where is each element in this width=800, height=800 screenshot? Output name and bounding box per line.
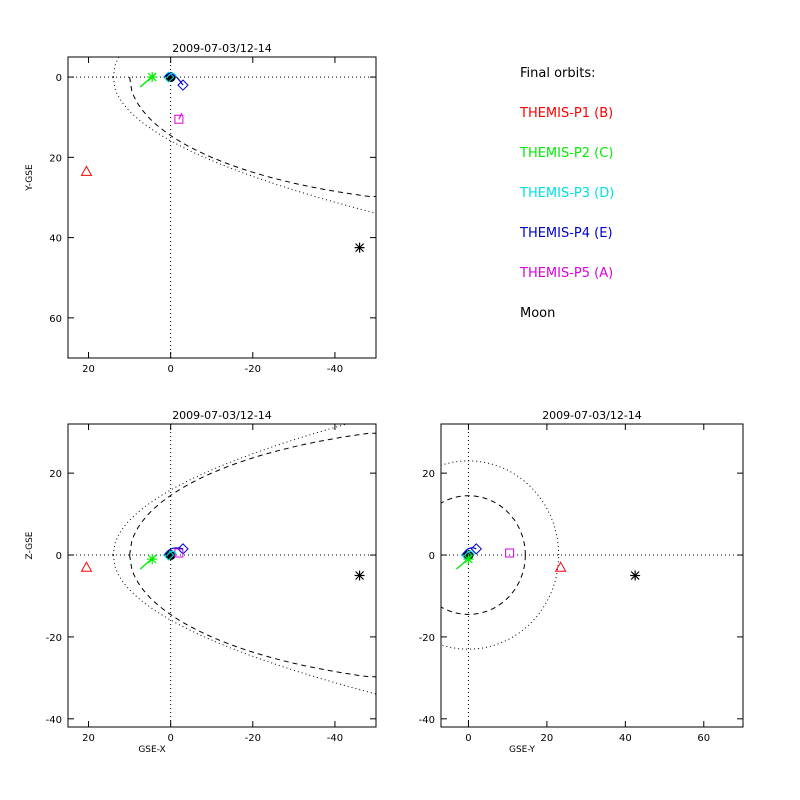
legend-item-moon: Moon xyxy=(520,306,556,321)
marker-themis-p1 xyxy=(554,561,567,572)
marker-moon xyxy=(630,570,641,581)
marker-themis-p1 xyxy=(80,561,93,572)
y-axis-label: Z-GSE xyxy=(25,531,35,559)
asterisk-stroke xyxy=(355,243,364,253)
y-tick-label: -40 xyxy=(46,715,62,726)
marker-themis-p4 xyxy=(177,79,189,91)
panel-xy: 2009-07-03/12-14 20 0 -20 -40 0 20 40 60 Y-GSE xyxy=(25,42,377,375)
panel-yz: 2009-07-03/12-14 0 20 40 60 20 0 -20 -40 GSE-Y xyxy=(419,409,744,755)
orbit-track-p3 xyxy=(166,72,178,79)
x-tick-label: 20 xyxy=(82,364,95,375)
marker-moon xyxy=(354,570,365,581)
orbit-track-p2 xyxy=(455,554,473,570)
x-tick-label: 0 xyxy=(167,364,173,375)
legend-title: Final orbits: xyxy=(520,66,596,81)
marker-themis-p1 xyxy=(80,165,93,176)
y-tick-label: 20 xyxy=(422,469,435,480)
x-tick-label: -20 xyxy=(245,364,261,375)
orbit-track-p3 xyxy=(463,550,475,557)
x-tick-label: 0 xyxy=(167,733,173,744)
y-axis-label: Y-GSE xyxy=(25,164,35,192)
plot-area xyxy=(68,424,376,727)
y-tick-label: 20 xyxy=(49,153,62,164)
bow-shock-curve xyxy=(112,424,349,556)
y-tick-label: 20 xyxy=(49,469,62,480)
x-axis-label: GSE-X xyxy=(138,745,165,755)
marker-themis-p5 xyxy=(174,114,184,124)
orbit-track-p2 xyxy=(139,72,157,88)
orbit-track-p4 xyxy=(164,72,184,86)
plot-area xyxy=(68,57,376,358)
x-tick-label: 40 xyxy=(619,733,632,744)
orbit-track-p4 xyxy=(461,547,477,556)
x-axis-label: GSE-Y xyxy=(509,745,536,755)
plot-frame xyxy=(67,423,377,728)
plot-frame xyxy=(67,56,377,359)
legend-item-p1: THEMIS-P1 (B) xyxy=(520,106,614,121)
y-tick-label: 0 xyxy=(429,551,435,562)
legend-item-p3: THEMIS-P3 (D) xyxy=(520,186,615,201)
legend-item-p4: THEMIS-P4 (E) xyxy=(520,226,613,241)
plot-frame xyxy=(440,423,744,728)
legend-item-p5: THEMIS-P5 (A) xyxy=(520,266,614,281)
panel-xz: 2009-07-03/12-14 20 0 -20 -40 20 0 -20 -40 GSE-X Z… xyxy=(25,409,377,755)
orbit-track-p2 xyxy=(139,554,157,570)
magnetopause-curve xyxy=(129,554,376,678)
bow-shock-curve xyxy=(112,57,120,78)
y-tick-label: 0 xyxy=(56,551,62,562)
y-tick-label: 0 xyxy=(56,73,62,84)
x-tick-label: 20 xyxy=(541,733,554,744)
x-tick-label: -40 xyxy=(327,364,343,375)
bow-shock-curve xyxy=(112,77,376,214)
x-tick-label: 60 xyxy=(697,733,710,744)
orbit-track-p3 xyxy=(166,550,178,557)
magnetopause-curve xyxy=(129,432,376,556)
y-tick-label: -40 xyxy=(419,715,435,726)
earth-marker xyxy=(165,550,176,561)
marker-themis-p5 xyxy=(505,548,515,558)
orbit-track-p4 xyxy=(164,547,184,556)
y-tick-label: 60 xyxy=(49,314,62,325)
asterisk-stroke xyxy=(355,571,364,580)
marker-moon xyxy=(354,242,365,253)
y-tick-label: -20 xyxy=(419,633,435,644)
bow-shock-curve xyxy=(112,554,376,695)
x-tick-label: 20 xyxy=(82,733,95,744)
y-tick-label: 40 xyxy=(49,234,62,245)
chart-title: 2009-07-03/12-14 xyxy=(172,409,272,422)
chart-title: 2009-07-03/12-14 xyxy=(172,42,272,55)
legend-item-p2: THEMIS-P2 (C) xyxy=(520,146,614,161)
x-tick-label: 0 xyxy=(465,733,471,744)
y-tick-label: -20 xyxy=(46,633,62,644)
magnetopause-curve xyxy=(129,77,376,197)
asterisk-stroke xyxy=(630,571,640,580)
marker-themis-p4 xyxy=(470,543,483,555)
x-tick-label: -20 xyxy=(245,733,261,744)
orbit-track-p5 xyxy=(178,112,183,120)
plot-area xyxy=(441,424,743,727)
chart-title: 2009-07-03/12-14 xyxy=(542,409,642,422)
x-tick-label: -40 xyxy=(327,733,343,744)
